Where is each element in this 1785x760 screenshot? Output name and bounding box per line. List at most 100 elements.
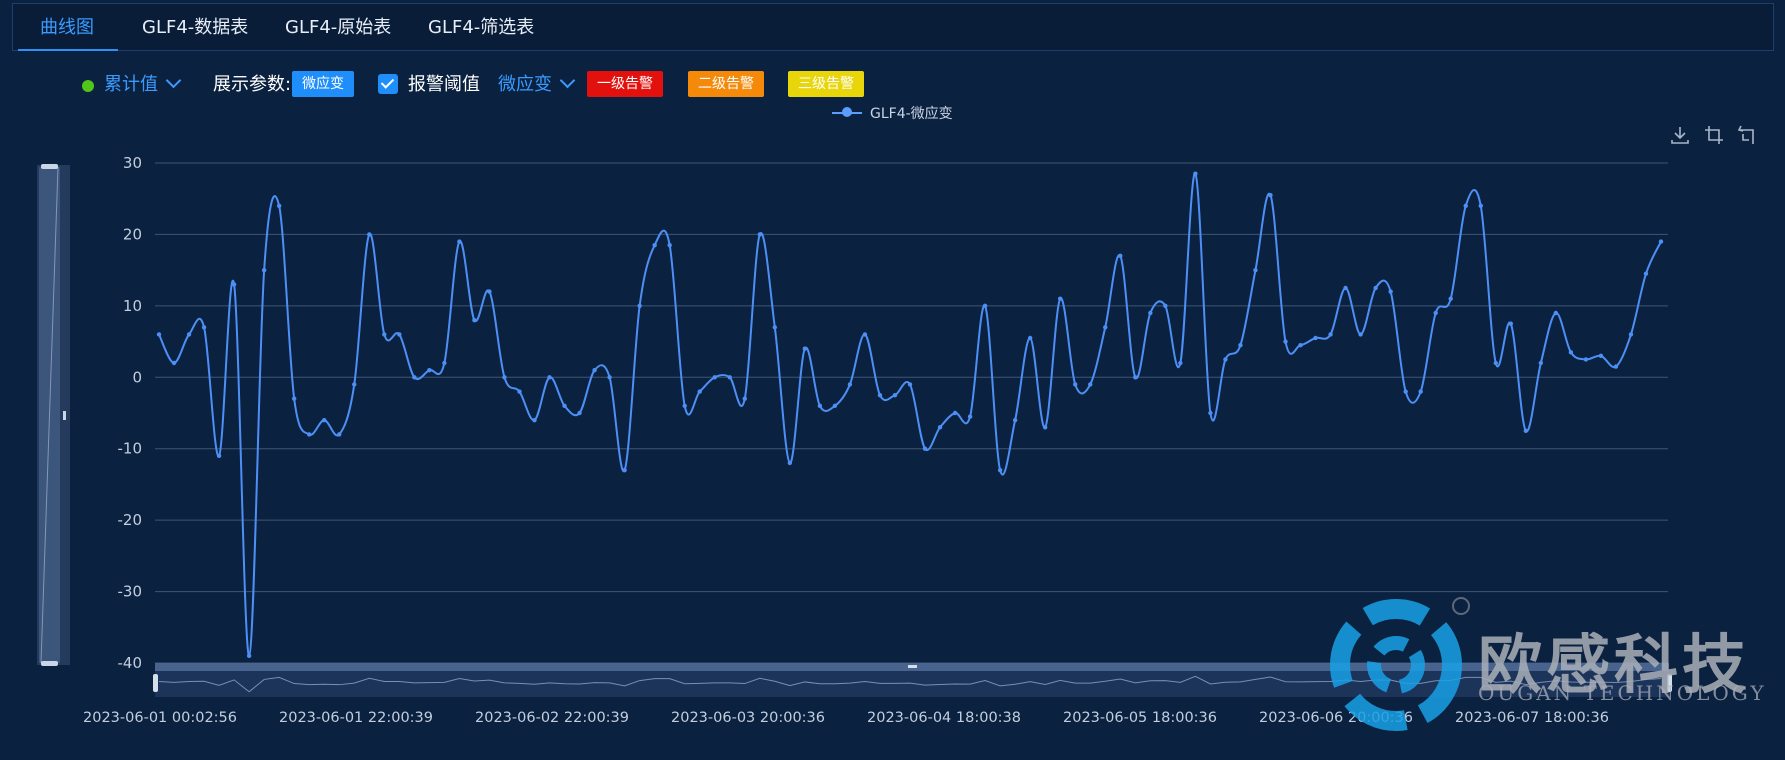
data-point[interactable] xyxy=(1403,389,1408,394)
data-point[interactable] xyxy=(1523,428,1529,434)
data-point[interactable] xyxy=(1027,335,1033,341)
data-point[interactable] xyxy=(682,403,687,409)
data-point[interactable] xyxy=(607,375,612,380)
data-point[interactable] xyxy=(802,346,808,351)
tab-curve[interactable]: 曲线图 xyxy=(40,17,94,38)
data-point[interactable] xyxy=(1613,364,1619,369)
data-point[interactable] xyxy=(1073,382,1078,387)
data-point[interactable] xyxy=(862,332,868,337)
threshold-param-select[interactable]: 微应变 xyxy=(498,70,576,100)
data-point[interactable] xyxy=(1643,271,1649,276)
data-point[interactable] xyxy=(1373,285,1378,291)
data-point[interactable] xyxy=(757,232,762,237)
data-point[interactable] xyxy=(307,432,312,437)
alarm-level-3[interactable]: 三级告警 xyxy=(788,71,864,97)
data-point[interactable] xyxy=(517,389,522,394)
data-point[interactable] xyxy=(472,317,477,323)
data-point[interactable] xyxy=(1508,321,1514,326)
alarm-level-1[interactable]: 一级告警 xyxy=(587,71,663,97)
horizontal-zoom-handle-right[interactable] xyxy=(1667,674,1672,692)
data-point[interactable] xyxy=(337,432,342,437)
data-point[interactable] xyxy=(1012,417,1018,423)
data-point[interactable] xyxy=(922,446,928,451)
data-point[interactable] xyxy=(547,375,552,380)
data-point[interactable] xyxy=(1148,310,1153,316)
data-point[interactable] xyxy=(1103,325,1108,330)
data-point[interactable] xyxy=(532,417,537,423)
download-icon[interactable] xyxy=(1669,124,1691,146)
data-point[interactable] xyxy=(952,410,958,416)
data-point[interactable] xyxy=(982,303,988,309)
vertical-zoom-handle-top[interactable] xyxy=(41,164,58,169)
data-point[interactable] xyxy=(1493,360,1498,366)
data-point[interactable] xyxy=(622,467,627,473)
data-point[interactable] xyxy=(787,460,793,466)
data-point[interactable] xyxy=(877,392,883,398)
data-point[interactable] xyxy=(367,232,372,237)
data-point[interactable] xyxy=(457,239,462,244)
alarm-level-2[interactable]: 二级告警 xyxy=(688,71,764,97)
data-point[interactable] xyxy=(442,360,447,366)
data-point[interactable] xyxy=(427,367,432,373)
zoom-select-icon[interactable] xyxy=(1703,124,1725,146)
data-point[interactable] xyxy=(1358,332,1363,337)
data-point[interactable] xyxy=(1598,353,1604,359)
data-point[interactable] xyxy=(817,403,823,409)
data-point[interactable] xyxy=(352,382,357,387)
data-point[interactable] xyxy=(1553,310,1559,316)
horizontal-zoom-handle-left[interactable] xyxy=(153,674,158,692)
data-point[interactable] xyxy=(412,375,417,380)
data-point[interactable] xyxy=(652,242,657,248)
data-point[interactable] xyxy=(637,303,642,309)
data-point[interactable] xyxy=(487,289,492,294)
data-point[interactable] xyxy=(1058,296,1063,301)
data-point[interactable] xyxy=(1568,350,1574,355)
horizontal-zoom-grip[interactable] xyxy=(908,665,917,668)
data-point[interactable] xyxy=(1628,332,1634,337)
vertical-data-zoom[interactable] xyxy=(37,164,70,666)
data-point[interactable] xyxy=(291,396,297,401)
vertical-zoom-handle-bottom[interactable] xyxy=(41,661,58,666)
data-point[interactable] xyxy=(1133,375,1138,380)
data-point[interactable] xyxy=(1538,360,1544,366)
data-point[interactable] xyxy=(592,367,597,373)
data-point[interactable] xyxy=(1193,171,1198,176)
data-point[interactable] xyxy=(1388,289,1393,294)
zoom-reset-icon[interactable] xyxy=(1737,124,1759,146)
data-point[interactable] xyxy=(1268,192,1273,198)
data-point[interactable] xyxy=(712,375,717,380)
data-point[interactable] xyxy=(246,653,252,659)
data-point[interactable] xyxy=(156,332,162,337)
data-point[interactable] xyxy=(382,332,387,337)
data-point[interactable] xyxy=(832,403,838,409)
data-point[interactable] xyxy=(186,332,192,337)
data-point[interactable] xyxy=(1283,339,1288,344)
data-point[interactable] xyxy=(171,360,177,366)
data-point[interactable] xyxy=(577,410,582,416)
data-point[interactable] xyxy=(276,203,282,209)
data-point[interactable] xyxy=(1313,335,1318,341)
tab-raw-table[interactable]: GLF4-原始表 xyxy=(285,17,392,38)
data-point[interactable] xyxy=(1042,425,1048,430)
mode-select[interactable]: 累计值 xyxy=(104,70,182,100)
data-point[interactable] xyxy=(1223,357,1228,362)
data-point[interactable] xyxy=(1163,303,1168,309)
data-point[interactable] xyxy=(1208,410,1213,416)
data-point[interactable] xyxy=(1418,389,1423,394)
data-point[interactable] xyxy=(1253,267,1258,273)
data-point[interactable] xyxy=(502,375,507,380)
data-point[interactable] xyxy=(937,425,943,430)
data-point[interactable] xyxy=(847,382,853,387)
data-point[interactable] xyxy=(1658,239,1664,244)
tab-data-table[interactable]: GLF4-数据表 xyxy=(142,17,249,38)
data-point[interactable] xyxy=(1478,203,1483,209)
data-point[interactable] xyxy=(1328,332,1333,337)
data-point[interactable] xyxy=(261,267,267,273)
vertical-zoom-grip[interactable] xyxy=(63,411,66,420)
data-point[interactable] xyxy=(216,453,222,459)
tab-filter-table[interactable]: GLF4-筛选表 xyxy=(428,17,535,38)
data-point[interactable] xyxy=(322,417,327,423)
param-tag[interactable]: 微应变 xyxy=(292,71,354,97)
data-point[interactable] xyxy=(1343,285,1348,291)
data-point[interactable] xyxy=(1463,203,1468,209)
